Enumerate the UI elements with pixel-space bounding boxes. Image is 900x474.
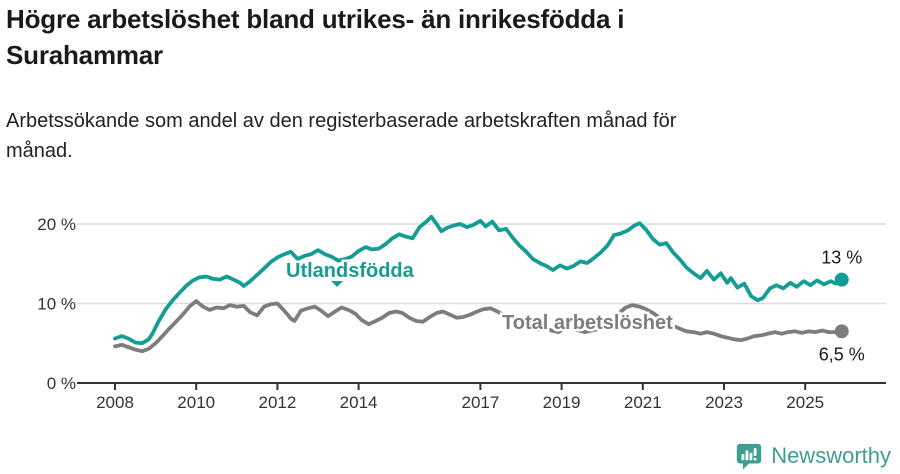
bar-tall <box>745 450 749 461</box>
page-title-line-1: Högre arbetslöshet bland utrikes- än inr… <box>6 4 625 34</box>
series-label-total-arbetsloshet: Total arbetslöshet <box>502 312 673 334</box>
page-subtitle: Arbetssökande som andel av den registerb… <box>6 106 866 166</box>
bar-small <box>741 454 745 461</box>
x-tick-label: 2012 <box>258 393 296 412</box>
end-value-label-total-arbetsloshet: 6,5 % <box>819 344 865 364</box>
y-tick-label: 0 % <box>47 374 76 393</box>
x-tick-label: 2008 <box>96 393 134 412</box>
x-tick-label: 2014 <box>340 393 378 412</box>
newsworthy-branding: Newsworthy <box>734 441 891 471</box>
x-tick-label: 2010 <box>177 393 215 412</box>
series-label-caret <box>331 281 343 287</box>
x-tick-label: 2019 <box>543 393 581 412</box>
exclamation-stem <box>753 448 757 456</box>
x-tick-label: 2023 <box>705 393 743 412</box>
newsworthy-wordmark: Newsworthy <box>771 443 891 468</box>
y-tick-label: 20 % <box>37 215 76 234</box>
page-title-line-2: Surahammar <box>6 40 163 70</box>
bar-medium <box>749 452 753 461</box>
y-tick-label: 10 % <box>37 295 76 314</box>
speech-bubble-shape <box>737 443 762 470</box>
x-tick-label: 2021 <box>624 393 662 412</box>
end-value-label-utlandsfodda: 13 % <box>821 248 862 268</box>
page-title: Högre arbetslöshet bland utrikes- än inr… <box>6 1 886 73</box>
series-line-total-arbetsloshet <box>113 299 844 354</box>
series-label-utlandsfodda: Utlandsfödda <box>286 260 415 282</box>
page-subtitle-line-2: månad. <box>6 140 73 162</box>
series-line-utlandsfodda <box>113 214 844 346</box>
end-dot-total-arbetsloshet <box>834 324 849 339</box>
page-subtitle-line-1: Arbetssökande som andel av den registerb… <box>6 110 677 132</box>
exclamation-dot <box>753 457 757 461</box>
x-tick-label: 2017 <box>461 393 499 412</box>
end-dot-utlandsfodda <box>834 272 849 287</box>
newsworthy-logo-icon <box>737 443 762 470</box>
x-tick-label: 2025 <box>786 393 824 412</box>
unemployment-line-chart: 2008 2010 2012 2014 2017 2019 2021 2023 2025 0 % 1… <box>37 214 886 412</box>
